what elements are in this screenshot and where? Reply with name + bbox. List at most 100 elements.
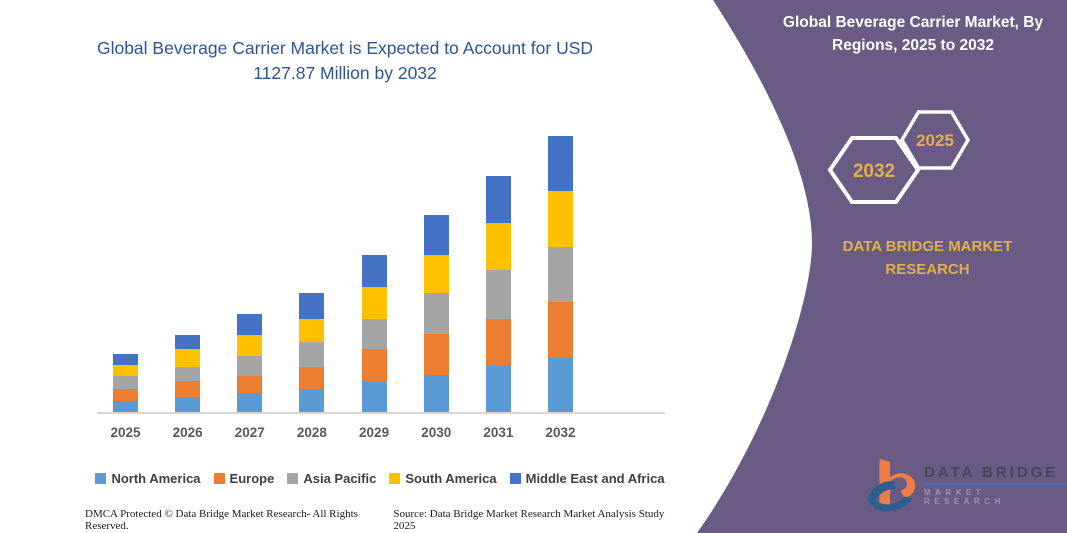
bar-segment-asia-pacific: [175, 366, 201, 382]
x-axis-tick-label: 2027: [234, 425, 265, 440]
legend-label: North America: [111, 471, 201, 486]
bar-segment-north-america: [423, 375, 449, 413]
bar-segment-south-america: [361, 286, 387, 319]
footer-dmca-text: DMCA Protected © Data Bridge Market Rese…: [85, 508, 358, 532]
bar-segment-south-america: [547, 190, 573, 247]
bar-2028: 2028: [297, 293, 327, 440]
legend-swatch-icon: [509, 473, 521, 484]
bar-segment-north-america: [113, 401, 138, 413]
chart-legend: North America Europe Asia Pacific South Ame…: [55, 471, 705, 486]
bar-segment-asia-pacific: [113, 376, 138, 390]
x-axis-line: [97, 412, 665, 414]
bar-2029: 2029: [359, 255, 389, 440]
bar-2027: 2027: [235, 313, 265, 440]
purple-wave-shape: [697, 0, 1067, 533]
bar-segment-south-america: [175, 349, 201, 367]
bar-segment-europe: [547, 302, 573, 359]
logo-text: DATA BRIDGE MARKET RESEARCH: [923, 464, 1067, 506]
legend-item-south-america: South America: [389, 471, 497, 486]
panel-heading: Global Beverage Carrier Market, By Regio…: [768, 11, 1058, 58]
chart-title: Global Beverage Carrier Market is Expect…: [20, 36, 670, 87]
x-axis-tick-label: 2031: [483, 425, 514, 440]
legend-item-asia-pacific: Asia Pacific: [287, 471, 376, 486]
legend-label: South America: [405, 471, 497, 486]
bar-segment-middle-east-and-africa: [237, 313, 263, 335]
bar-segment-north-america: [299, 388, 325, 413]
bar-segment-europe: [299, 366, 325, 389]
bar-segment-middle-east-and-africa: [485, 175, 511, 224]
legend-label: Asia Pacific: [303, 471, 377, 486]
bar-2032: 2032: [545, 135, 576, 440]
legend-item-europe: Europe: [213, 471, 275, 486]
bar-segment-europe: [423, 334, 449, 376]
bar-segment-north-america: [547, 358, 573, 413]
bar-segment-middle-east-and-africa: [299, 293, 325, 320]
legend-label: Middle East and Africa: [525, 471, 665, 486]
bar-segment-asia-pacific: [299, 341, 325, 367]
bar-segment-asia-pacific: [547, 246, 573, 303]
logo-b-mark: [879, 459, 916, 510]
bar-segment-north-america: [485, 366, 511, 413]
logo-swoosh-mark: [867, 481, 913, 512]
data-bridge-logo: DATA BRIDGE MARKET RESEARCH: [866, 456, 1067, 514]
footer: DMCA Protected © Data Bridge Market Rese…: [85, 508, 679, 532]
bar-segment-south-america: [299, 319, 325, 342]
x-axis-tick-label: 2026: [172, 425, 203, 440]
bar-segment-north-america: [237, 393, 263, 413]
hexagon-badges: 2025 2032: [827, 110, 971, 204]
legend-label: Europe: [229, 471, 275, 486]
bar-2026: 2026: [173, 334, 203, 440]
brand-caption: DATA BRIDGE MARKET RESEARCH: [800, 235, 1055, 282]
x-axis-tick-label: 2028: [296, 425, 327, 440]
logo-title: DATA BRIDGE: [923, 464, 1059, 481]
bar-segment-south-america: [113, 364, 138, 377]
legend-swatch-icon: [287, 473, 299, 484]
bar-segment-asia-pacific: [237, 355, 263, 376]
brand-caption-line2: RESEARCH: [885, 261, 970, 279]
bar-segment-europe: [113, 389, 138, 401]
bar-segment-europe: [485, 318, 511, 367]
bar-segment-middle-east-and-africa: [423, 214, 449, 256]
panel-heading-line2: Regions, 2025 to 2032: [832, 37, 994, 55]
legend-item-north-america: North America: [95, 471, 201, 486]
bar-segment-north-america: [175, 396, 201, 413]
data-bridge-logo-icon: [867, 459, 916, 512]
logo-subtitle: MARKET RESEARCH: [923, 488, 1005, 506]
bar-2030: 2030: [421, 214, 451, 440]
x-axis-tick-label: 2032: [545, 425, 576, 440]
brand-caption-line1: DATA BRIDGE MARKET: [842, 238, 1013, 255]
legend-swatch-icon: [389, 473, 401, 484]
legend-swatch-icon: [213, 473, 225, 484]
bar-segment-north-america: [361, 382, 387, 413]
hexagon-2032: [827, 136, 921, 204]
logo-divider: [923, 483, 1067, 485]
bar-segment-europe: [237, 375, 263, 394]
legend-swatch-icon: [95, 473, 107, 484]
bar-2031: 2031: [483, 175, 513, 440]
chart-title-line2: 1127.87 Million by 2032: [253, 63, 437, 84]
x-axis-tick-label: 2025: [110, 425, 141, 440]
bar-segment-south-america: [237, 334, 263, 356]
bar-segment-asia-pacific: [485, 270, 511, 319]
x-axis-tick-label: 2030: [421, 425, 452, 440]
stacked-bar-chart: 2025 2026 2027 2028 2029 2030 2031 2032: [110, 123, 576, 440]
bar-segment-europe: [361, 349, 387, 383]
footer-source-text: Source: Data Bridge Market Research Mark…: [393, 508, 665, 532]
bar-segment-middle-east-and-africa: [113, 353, 138, 365]
bar-segment-middle-east-and-africa: [361, 255, 387, 287]
bar-segment-middle-east-and-africa: [175, 334, 201, 350]
bar-segment-south-america: [485, 223, 511, 271]
bar-2025: 2025: [110, 353, 141, 440]
bar-segment-asia-pacific: [423, 293, 449, 335]
bar-segment-europe: [175, 381, 201, 397]
chart-title-line1: Global Beverage Carrier Market is Expect…: [96, 38, 594, 58]
bar-segment-asia-pacific: [361, 318, 387, 350]
legend-item-middle-east-and-africa: Middle East and Africa: [509, 471, 665, 486]
bar-segment-south-america: [423, 255, 449, 294]
panel-heading-line1: Global Beverage Carrier Market, By: [782, 14, 1044, 31]
hexagon-2032-label: 2032: [853, 161, 895, 182]
x-axis-tick-label: 2029: [359, 425, 390, 440]
bar-segment-middle-east-and-africa: [547, 135, 573, 191]
